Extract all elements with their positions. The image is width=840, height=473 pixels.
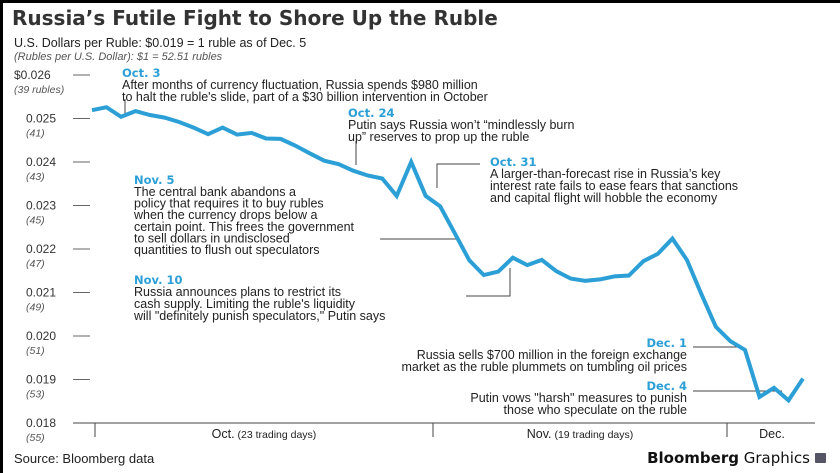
y-tick-label: 0.023 xyxy=(26,199,56,213)
annotation-text: Russia sells $700 million in the foreign… xyxy=(417,348,687,362)
annotation-text: and capital flight will hobble the econo… xyxy=(490,191,718,205)
y-tick-label: 0.018 xyxy=(26,416,56,430)
annotation-text: Russia announces plans to restrict its xyxy=(134,285,341,299)
y-tick-sublabel: (53) xyxy=(26,389,45,401)
y-tick-sublabel: (51) xyxy=(26,345,45,357)
y-tick-label: 0.024 xyxy=(26,155,56,169)
y-tick-label: 0.020 xyxy=(26,329,56,343)
y-tick-sublabel: (47) xyxy=(26,258,45,270)
month-label: Dec. xyxy=(759,427,785,441)
annotation-text: After months of currency fluctuation, Ru… xyxy=(122,78,478,92)
annotation-date: Nov. 10 xyxy=(134,273,182,287)
y-tick-label: 0.019 xyxy=(26,373,56,387)
y-axis: $0.026 (39 rubles) 0.025 (41) 0.024 (43) 0.023… xyxy=(14,68,90,444)
annotation-date: Nov. 5 xyxy=(134,173,174,187)
annotation-leaders xyxy=(124,99,782,392)
annotation-text: A larger-than-forecast rise in Russia’s … xyxy=(490,167,721,181)
chart-subtitle: U.S. Dollars per Ruble: $0.019 = 1 ruble… xyxy=(14,36,307,50)
annotation-date: Dec. 4 xyxy=(646,379,687,393)
source-note: Source: Bloomberg data xyxy=(14,451,155,466)
annotation-text: Putin vows "harsh" measures to punish xyxy=(470,391,687,405)
annotation-text: those who speculate on the ruble xyxy=(504,403,688,417)
y-tick-label: 0.021 xyxy=(26,286,56,300)
y-tick-sublabel: (39 rubles) xyxy=(14,84,64,96)
annotation-text: up” reserves to prop up the ruble xyxy=(348,130,529,144)
annotation-text: cash supply. Limiting the ruble's liquid… xyxy=(134,297,356,311)
annotation-leader-line xyxy=(436,163,480,188)
month-label: Oct. (23 trading days) xyxy=(212,427,317,441)
chart-frame xyxy=(3,3,840,473)
annotation-text: when the currency drops below a xyxy=(133,208,317,222)
brand-logo: Bloomberg Graphics xyxy=(647,449,810,467)
annotation-text: quantities to flush out speculators xyxy=(134,243,320,257)
annotation-text: interest rate fails to ease fears that s… xyxy=(490,179,738,193)
y-tick-label: 0.022 xyxy=(26,242,56,256)
y-tick-sublabel: (55) xyxy=(26,432,45,444)
annotation: Oct. 31A larger-than-forecast rise in Ru… xyxy=(490,155,738,205)
series-line-usd-per-ruble xyxy=(91,105,805,404)
series-group xyxy=(91,105,805,404)
bloomberg-graphics-icon xyxy=(815,453,826,463)
y-tick-sublabel: (49) xyxy=(26,302,45,314)
annotation-leader-line xyxy=(466,268,511,297)
annotation-text: will "definitely punish speculators," Pu… xyxy=(133,309,385,323)
brand-bold: Bloomberg xyxy=(647,449,739,467)
annotation-date: Oct. 31 xyxy=(490,155,536,169)
chart-title: Russia’s Futile Fight to Shore Up the Ru… xyxy=(12,6,498,30)
annotation-date: Oct. 24 xyxy=(348,106,394,120)
annotation-text: certain point. This frees the government xyxy=(134,220,355,234)
annotation-text: market as the ruble plummets on tumbling… xyxy=(401,360,687,374)
annotation-text: to halt the ruble's slide, part of a $30… xyxy=(122,90,488,104)
y-tick-sublabel: (41) xyxy=(26,128,45,140)
annotation-text: The central bank abandons a xyxy=(134,185,296,199)
y-tick-sublabel: (45) xyxy=(26,215,45,227)
x-axis: Oct. (23 trading days) Nov. (19 trading d… xyxy=(73,422,815,441)
annotation-date: Oct. 3 xyxy=(122,66,160,80)
y-tick-label: 0.025 xyxy=(26,112,56,126)
annotation-text: Putin says Russia won’t “mindlessly burn xyxy=(348,118,575,132)
y-tick-label: $0.026 xyxy=(14,68,51,82)
y-tick-sublabel: (43) xyxy=(26,171,45,183)
annotation-text: policy that requires it to buy rubles xyxy=(134,197,324,211)
brand-regular: Graphics xyxy=(743,449,810,467)
month-label: Nov. (19 trading days) xyxy=(527,427,634,441)
annotation-text: to sell dollars in undisclosed xyxy=(134,231,290,245)
chart-subtitle-rubles: (Rubles per U.S. Dollar): $1 = 52.51 rub… xyxy=(14,51,223,63)
annotation-date: Dec. 1 xyxy=(646,336,687,350)
